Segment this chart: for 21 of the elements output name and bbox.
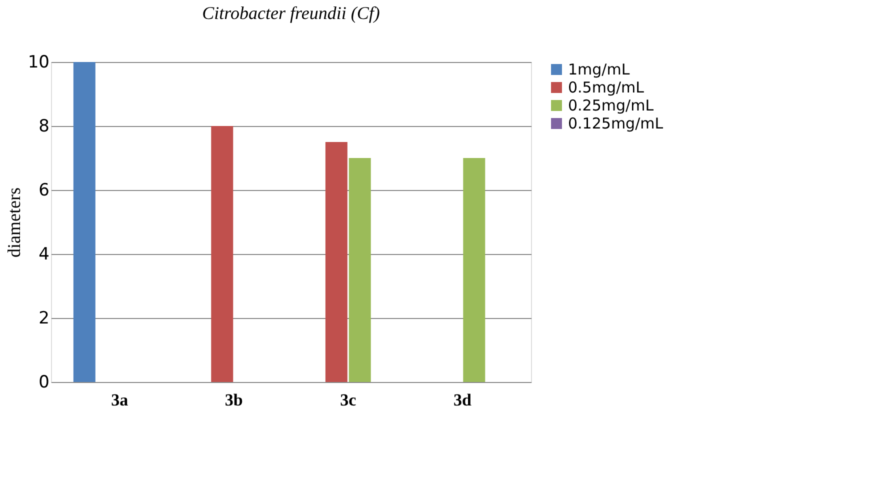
bar: [325, 142, 348, 382]
y-tick-label: 4: [38, 244, 50, 264]
x-tick-label: 3b: [224, 390, 243, 410]
y-tick-label: 6: [38, 180, 50, 200]
y-axis-title: diameters: [4, 188, 24, 258]
x-tick-label: 3d: [453, 390, 472, 410]
legend-label: 0.25mg/mL: [568, 96, 654, 114]
legend-label: 0.125mg/mL: [568, 114, 664, 132]
y-tick-label: 2: [38, 308, 50, 328]
bar: [463, 158, 486, 382]
bar: [211, 126, 234, 382]
x-tick-label: 3c: [340, 390, 357, 410]
legend-label: 0.5mg/mL: [568, 78, 645, 96]
y-tick-label: 8: [38, 116, 50, 136]
y-tick-label: 10: [28, 52, 50, 72]
legend-label: 1mg/mL: [568, 60, 630, 78]
bar: [348, 158, 371, 382]
bar: [73, 62, 96, 382]
x-tick-label: 3a: [111, 390, 129, 410]
y-tick-label: 0: [38, 372, 50, 392]
chart-title: Citrobacter freundii (Cf): [202, 3, 380, 23]
